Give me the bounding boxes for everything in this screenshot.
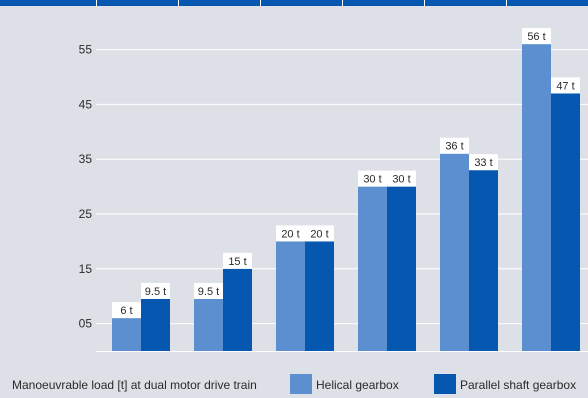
- bar-parallel-6: [551, 93, 580, 351]
- bar-parallel-4: [387, 186, 416, 351]
- bar-parallel-5: [469, 170, 498, 351]
- value-label-bg: [387, 170, 416, 187]
- value-label-bg: [440, 137, 469, 154]
- value-label: 47 t: [556, 80, 574, 92]
- bar-helical-3: [276, 241, 305, 351]
- legend-swatch-helical: [290, 374, 312, 394]
- value-label-bg: [469, 154, 498, 171]
- bar-parallel-3: [305, 241, 334, 351]
- bar-helical-6: [522, 44, 551, 352]
- value-label-bg: [141, 282, 170, 299]
- value-label-bg: [223, 252, 252, 269]
- bar-helical-4: [358, 186, 387, 351]
- y-tick-label: 45: [79, 97, 93, 111]
- value-label: 6 t: [120, 305, 132, 317]
- value-label-bg: [358, 170, 387, 187]
- legend-label-helical: Helical gearbox: [316, 378, 399, 392]
- value-label: 15 t: [228, 256, 246, 268]
- y-tick-label: 25: [79, 207, 93, 221]
- legend-label-parallel: Parallel shaft gearbox: [460, 378, 577, 392]
- header-band: [0, 0, 588, 6]
- value-label: 30 t: [363, 174, 381, 186]
- legend-swatch-parallel: [434, 374, 456, 394]
- bar-parallel-2: [223, 268, 252, 351]
- legend: Manoeuvrable load [t] at dual motor driv…: [0, 372, 588, 396]
- value-label-bg: [305, 225, 334, 242]
- value-label: 9.5 t: [198, 286, 219, 298]
- chart-caption: Manoeuvrable load [t] at dual motor driv…: [12, 378, 257, 392]
- value-label: 36 t: [445, 141, 463, 153]
- y-tick-label: 05: [79, 317, 93, 331]
- value-label: 33 t: [474, 157, 492, 169]
- value-label-bg: [276, 225, 305, 242]
- bar-parallel-1: [141, 298, 170, 351]
- value-label-bg: [551, 77, 580, 94]
- value-label: 20 t: [281, 228, 299, 240]
- value-label: 56 t: [527, 31, 545, 43]
- y-tick-label: 15: [79, 262, 93, 276]
- y-tick-label: 35: [79, 152, 93, 166]
- bar-helical-5: [440, 153, 469, 351]
- value-label-bg: [112, 302, 141, 319]
- value-label: 30 t: [392, 174, 410, 186]
- bar-helical-1: [112, 318, 141, 351]
- value-label-bg: [194, 282, 223, 299]
- value-label: 9.5 t: [145, 286, 166, 298]
- bar-helical-2: [194, 298, 223, 351]
- y-tick-label: 55: [79, 43, 93, 57]
- value-label: 20 t: [310, 228, 328, 240]
- value-label-bg: [522, 28, 551, 45]
